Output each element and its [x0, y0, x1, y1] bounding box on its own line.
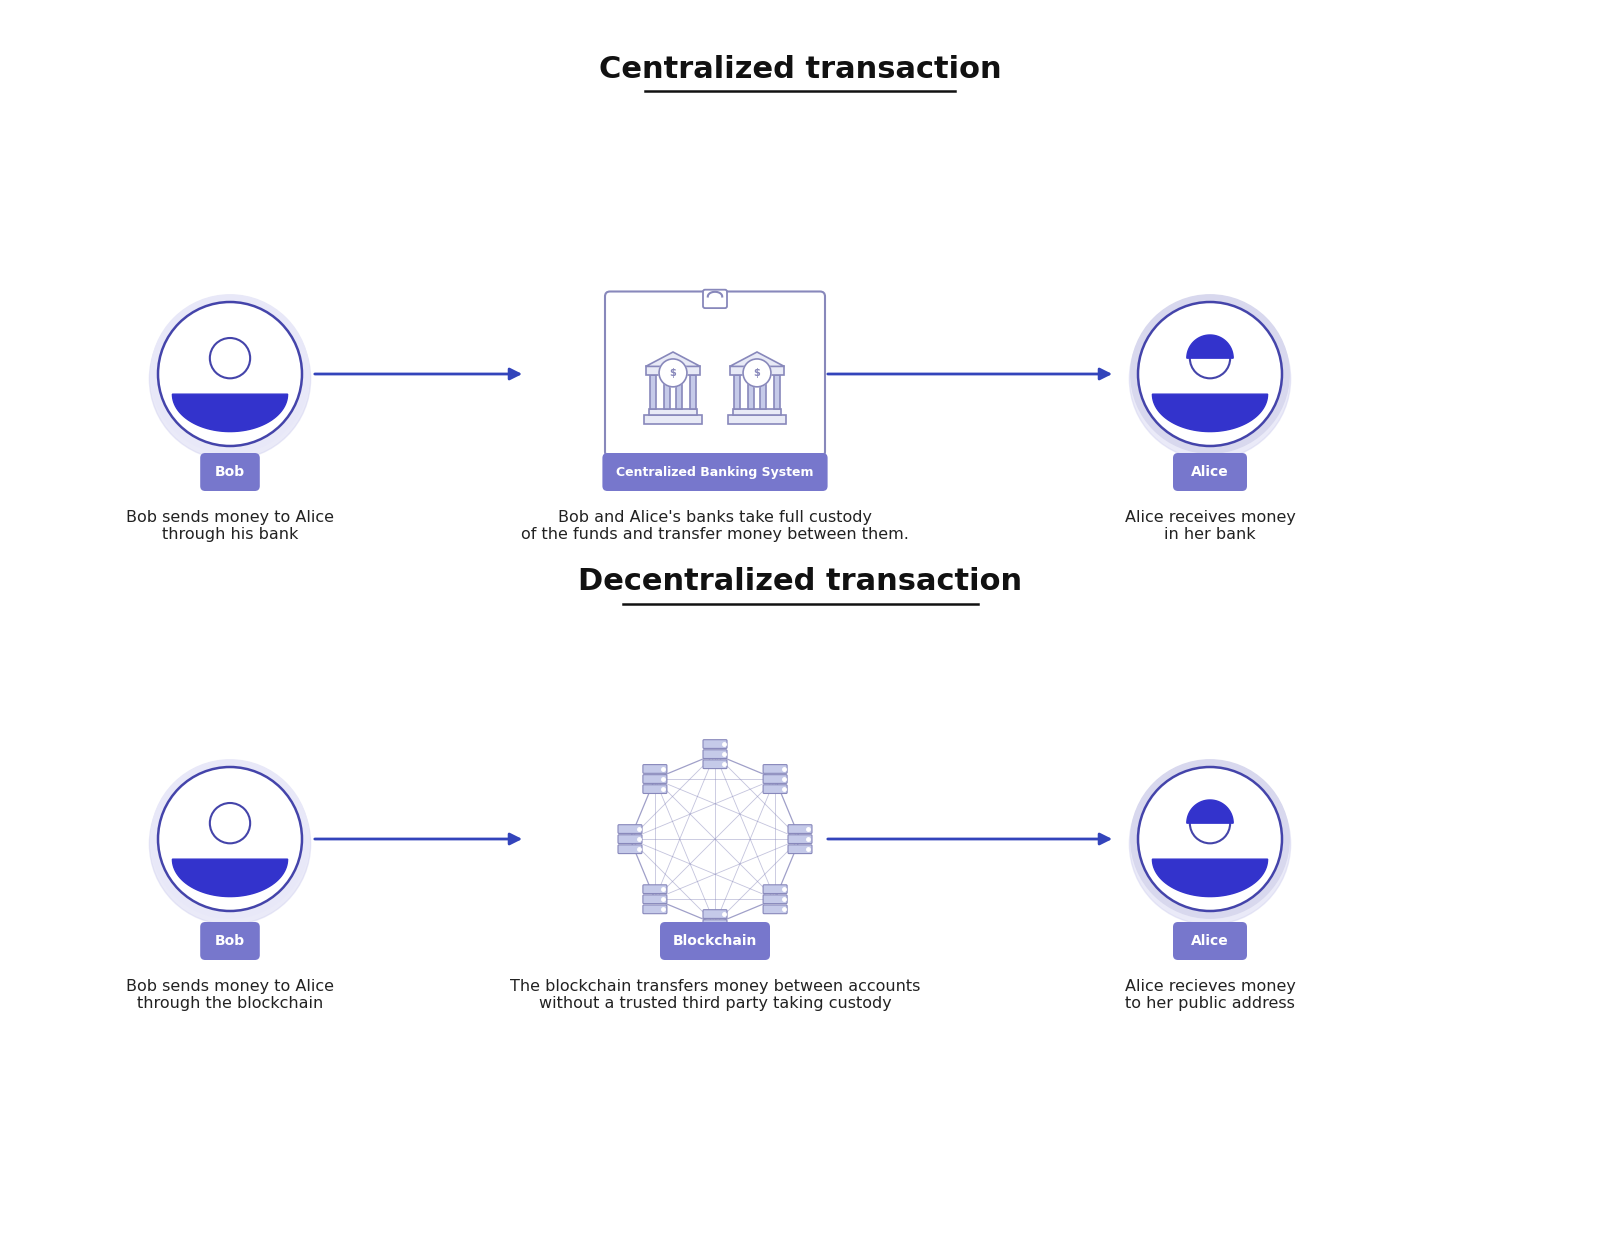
Polygon shape — [173, 860, 288, 897]
Polygon shape — [1187, 800, 1234, 824]
FancyBboxPatch shape — [702, 290, 726, 309]
FancyBboxPatch shape — [664, 374, 669, 409]
Polygon shape — [1152, 394, 1267, 432]
Circle shape — [742, 360, 771, 387]
Circle shape — [210, 338, 250, 378]
Text: Alice: Alice — [1190, 934, 1229, 948]
Circle shape — [1138, 302, 1282, 447]
FancyBboxPatch shape — [690, 374, 696, 409]
FancyBboxPatch shape — [763, 884, 787, 893]
FancyBboxPatch shape — [200, 453, 259, 491]
Text: Centralized Banking System: Centralized Banking System — [616, 465, 814, 479]
Circle shape — [1190, 802, 1230, 843]
FancyBboxPatch shape — [605, 291, 826, 457]
FancyBboxPatch shape — [787, 825, 811, 833]
Text: Alice: Alice — [1190, 465, 1229, 479]
Circle shape — [158, 302, 302, 447]
FancyBboxPatch shape — [643, 884, 667, 893]
FancyBboxPatch shape — [787, 835, 811, 843]
Circle shape — [149, 299, 310, 459]
FancyBboxPatch shape — [643, 894, 667, 903]
FancyBboxPatch shape — [661, 922, 770, 960]
Text: Bob: Bob — [214, 465, 245, 479]
Text: Alice receives money
in her bank: Alice receives money in her bank — [1125, 510, 1296, 542]
FancyBboxPatch shape — [643, 904, 667, 913]
FancyBboxPatch shape — [763, 765, 787, 774]
FancyBboxPatch shape — [645, 415, 701, 424]
Text: Bob sends money to Alice
through the blockchain: Bob sends money to Alice through the blo… — [126, 979, 334, 1011]
Circle shape — [149, 764, 310, 924]
Circle shape — [150, 295, 309, 453]
FancyBboxPatch shape — [763, 785, 787, 794]
Polygon shape — [646, 352, 701, 367]
Text: Bob sends money to Alice
through his bank: Bob sends money to Alice through his ban… — [126, 510, 334, 542]
FancyBboxPatch shape — [618, 825, 642, 833]
Circle shape — [158, 768, 302, 911]
FancyBboxPatch shape — [702, 929, 726, 938]
Circle shape — [1131, 295, 1290, 453]
FancyBboxPatch shape — [733, 409, 781, 415]
Text: The blockchain transfers money between accounts
without a trusted third party ta: The blockchain transfers money between a… — [510, 979, 920, 1011]
FancyBboxPatch shape — [643, 775, 667, 784]
FancyBboxPatch shape — [702, 919, 726, 928]
FancyBboxPatch shape — [677, 374, 682, 409]
Text: Centralized transaction: Centralized transaction — [598, 55, 1002, 83]
FancyBboxPatch shape — [702, 740, 726, 749]
Text: Bob and Alice's banks take full custody
of the funds and transfer money between : Bob and Alice's banks take full custody … — [522, 510, 909, 542]
FancyBboxPatch shape — [763, 894, 787, 903]
Circle shape — [1130, 299, 1291, 459]
FancyBboxPatch shape — [1173, 922, 1246, 960]
Circle shape — [1130, 764, 1291, 924]
Circle shape — [1131, 760, 1290, 918]
Polygon shape — [730, 352, 784, 367]
FancyBboxPatch shape — [650, 409, 698, 415]
Circle shape — [1138, 768, 1282, 911]
FancyBboxPatch shape — [618, 845, 642, 853]
Circle shape — [150, 760, 309, 918]
Circle shape — [659, 360, 686, 387]
FancyBboxPatch shape — [643, 785, 667, 794]
Polygon shape — [1152, 860, 1267, 897]
FancyBboxPatch shape — [774, 374, 779, 409]
FancyBboxPatch shape — [760, 374, 766, 409]
FancyBboxPatch shape — [734, 374, 739, 409]
FancyBboxPatch shape — [787, 845, 811, 853]
Polygon shape — [1187, 335, 1234, 358]
FancyBboxPatch shape — [728, 415, 786, 424]
FancyBboxPatch shape — [602, 453, 827, 491]
Text: Bob: Bob — [214, 934, 245, 948]
FancyBboxPatch shape — [650, 374, 656, 409]
FancyBboxPatch shape — [643, 765, 667, 774]
Circle shape — [210, 802, 250, 843]
Text: $: $ — [670, 368, 677, 378]
FancyBboxPatch shape — [618, 835, 642, 843]
FancyBboxPatch shape — [646, 367, 701, 374]
Polygon shape — [173, 394, 288, 432]
FancyBboxPatch shape — [200, 922, 259, 960]
FancyBboxPatch shape — [763, 904, 787, 913]
FancyBboxPatch shape — [749, 374, 754, 409]
FancyBboxPatch shape — [702, 909, 726, 918]
FancyBboxPatch shape — [702, 760, 726, 769]
FancyBboxPatch shape — [763, 775, 787, 784]
Circle shape — [1190, 338, 1230, 378]
Text: $: $ — [754, 368, 760, 378]
Text: Decentralized transaction: Decentralized transaction — [578, 567, 1022, 597]
FancyBboxPatch shape — [1173, 453, 1246, 491]
Text: Alice recieves money
to her public address: Alice recieves money to her public addre… — [1125, 979, 1296, 1011]
FancyBboxPatch shape — [702, 750, 726, 759]
FancyBboxPatch shape — [730, 367, 784, 374]
Text: Blockchain: Blockchain — [674, 934, 757, 948]
